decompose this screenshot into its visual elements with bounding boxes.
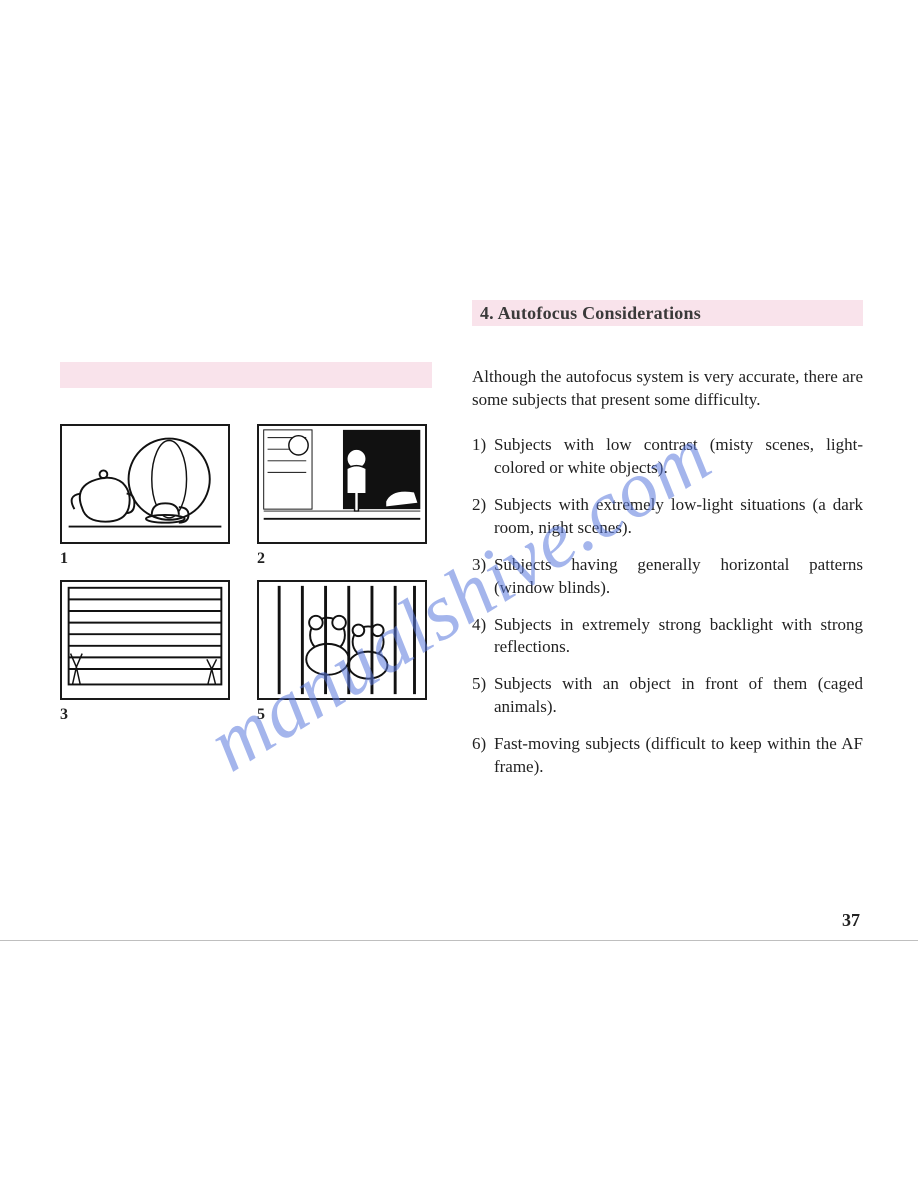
bottom-rule — [0, 940, 918, 941]
list-text: Subjects in extremely strong backlight w… — [494, 614, 863, 660]
list-item: 5)Subjects with an object in front of th… — [472, 673, 863, 719]
illustration-2 — [257, 424, 427, 544]
illustration-label: 5 — [257, 706, 427, 724]
list-number: 6) — [472, 733, 494, 779]
illustration-5 — [257, 580, 427, 700]
teapot-illustration-icon — [62, 426, 228, 542]
section-heading: 4. Autofocus Considerations — [480, 303, 701, 324]
list-item: 3)Subjects having generally horizontal p… — [472, 554, 863, 600]
illustration-cell-1: 1 — [60, 424, 230, 568]
list-item: 4)Subjects in extremely strong backlight… — [472, 614, 863, 660]
list-text: Subjects having generally horizontal pat… — [494, 554, 863, 600]
blinds-illustration-icon — [62, 582, 228, 698]
left-column: 1 — [60, 300, 432, 793]
section-heading-bar: 4. Autofocus Considerations — [472, 300, 863, 326]
list-number: 4) — [472, 614, 494, 660]
list-number: 2) — [472, 494, 494, 540]
illustration-3 — [60, 580, 230, 700]
illustration-cell-5: 5 — [257, 580, 427, 724]
right-column: 4. Autofocus Considerations Although the… — [472, 300, 863, 793]
page-number: 37 — [842, 910, 860, 931]
two-column-layout: 1 — [60, 300, 863, 793]
illustration-grid: 1 — [60, 424, 432, 724]
intro-paragraph: Although the autofocus system is very ac… — [472, 366, 863, 412]
list-text: Fast-moving subjects (difficult to keep … — [494, 733, 863, 779]
list-text: Subjects with an object in front of them… — [494, 673, 863, 719]
list-number: 1) — [472, 434, 494, 480]
manual-page: 1 — [0, 0, 918, 1188]
list-text: Subjects with extremely low-light situat… — [494, 494, 863, 540]
illustration-1 — [60, 424, 230, 544]
illustration-label: 3 — [60, 706, 230, 724]
illustration-cell-2: 2 — [257, 424, 427, 568]
illustration-label: 1 — [60, 550, 230, 568]
list-number: 5) — [472, 673, 494, 719]
night-scene-illustration-icon — [259, 426, 425, 542]
list-item: 1)Subjects with low contrast (misty scen… — [472, 434, 863, 480]
list-text: Subjects with low contrast (misty scenes… — [494, 434, 863, 480]
illustration-cell-3: 3 — [60, 580, 230, 724]
illustration-label: 2 — [257, 550, 427, 568]
list-item: 2)Subjects with extremely low-light situ… — [472, 494, 863, 540]
list-number: 3) — [472, 554, 494, 600]
considerations-list: 1)Subjects with low contrast (misty scen… — [472, 434, 863, 779]
heading-bar-left — [60, 362, 432, 388]
cage-illustration-icon — [259, 582, 425, 698]
list-item: 6)Fast-moving subjects (difficult to kee… — [472, 733, 863, 779]
